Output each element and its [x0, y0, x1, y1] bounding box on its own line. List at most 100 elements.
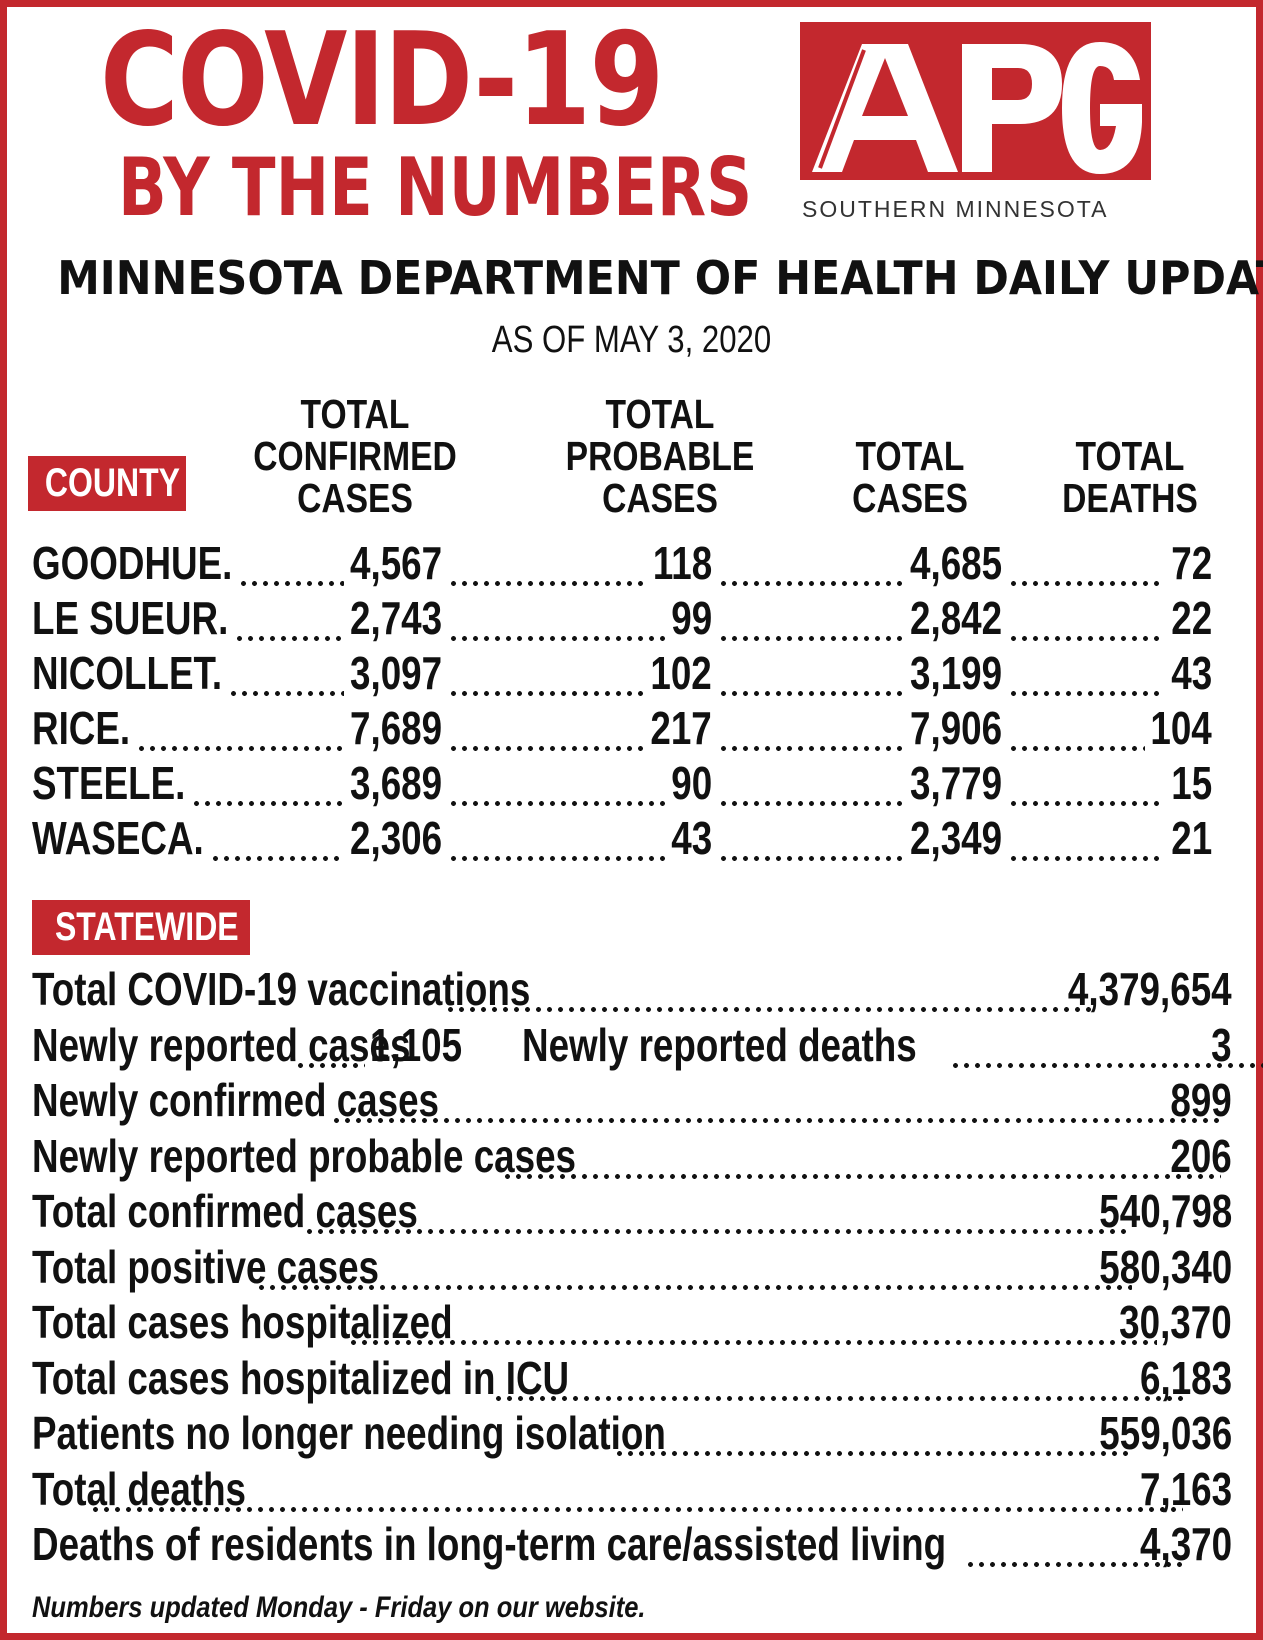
list-item: Deaths of residents in long-term care/as…	[32, 1517, 1232, 1573]
apg-logo-mark	[812, 42, 1142, 174]
stat-value: 30,370	[1119, 1296, 1232, 1349]
stat-value: 899	[1170, 1074, 1232, 1127]
confirmed-value: 4,567	[349, 537, 442, 589]
dot-leader	[1008, 646, 1166, 701]
dot-leader	[295, 1017, 366, 1073]
confirmed-value: 3,689	[349, 757, 442, 809]
dot-leader	[448, 536, 647, 591]
dot-leader	[89, 1461, 1183, 1517]
probable-value: 90	[671, 757, 712, 809]
stat-value: 580,340	[1098, 1240, 1232, 1293]
dot-leader	[448, 701, 645, 756]
table-row: LE SUEUR. 2,743 99 2,842 22	[32, 591, 1212, 646]
dot-leader	[1008, 756, 1166, 811]
list-item: Total confirmed cases 540,798	[32, 1184, 1232, 1240]
statewide-list: Total COVID-19 vaccinations 4,379,654 Ne…	[32, 962, 1263, 1573]
county-name: WASECA.	[32, 812, 204, 864]
probable-value: 43	[671, 812, 712, 864]
dot-leader	[234, 591, 344, 646]
dot-leader	[228, 646, 344, 701]
stat-label: Deaths of residents in long-term care/as…	[32, 1518, 947, 1571]
total-cases-value: 3,199	[909, 647, 1002, 699]
table-row: GOODHUE. 4,567 118 4,685 72	[32, 536, 1212, 591]
total-cases-value: 2,349	[909, 812, 1002, 864]
stat-label: Newly reported cases	[32, 1018, 411, 1071]
title-by-the-numbers: BY THE NUMBERS	[118, 141, 753, 234]
dot-leader	[448, 756, 666, 811]
dot-leader	[1008, 591, 1166, 646]
dot-leader	[614, 1406, 1132, 1462]
dot-leader	[964, 1517, 1183, 1573]
list-item: Total positive cases 580,340	[32, 1239, 1232, 1296]
stat-label: Newly confirmed cases	[32, 1074, 440, 1127]
dot-leader	[718, 811, 904, 866]
dot-leader	[1008, 536, 1166, 591]
stat-value: 206	[1170, 1129, 1232, 1182]
list-item: Total cases hospitalized in ICU 6,183	[32, 1350, 1232, 1407]
dot-leader	[238, 536, 344, 591]
table-row: STEELE. 3,689 90 3,779 15	[32, 756, 1212, 811]
confirmed-value: 2,743	[349, 592, 442, 644]
total-cases-value: 4,685	[909, 537, 1002, 589]
logo-subtitle: SOUTHERN MINNESOTA	[802, 196, 1109, 222]
total-cases-value: 7,906	[909, 702, 1002, 754]
dot-leader	[136, 701, 344, 756]
stat-value: 1,105	[370, 1018, 463, 1071]
county-name: NICOLLET.	[32, 647, 223, 699]
county-table: GOODHUE. 4,567 118 4,685 72 LE SUEUR. 2,…	[32, 536, 1212, 866]
deaths-value: 15	[1171, 757, 1212, 809]
column-header-total-deaths: TOTAL DEATHS	[1062, 433, 1198, 521]
stat-value: 559,036	[1098, 1407, 1232, 1460]
stat-label: Total deaths	[32, 1462, 247, 1515]
list-item: Newly reported probable cases 206	[32, 1128, 1232, 1185]
stat-label: Total cases hospitalized in ICU	[32, 1351, 570, 1404]
dot-leader	[347, 1295, 1158, 1351]
dot-leader	[949, 1017, 1263, 1073]
dot-leader	[493, 1350, 1183, 1406]
deaths-value: 21	[1171, 812, 1212, 864]
dot-leader	[718, 701, 904, 756]
list-item: Total COVID-19 vaccinations 4,379,654	[32, 962, 1232, 1018]
dot-leader	[502, 1128, 1222, 1184]
stat-label: Patients no longer needing isolation	[32, 1407, 666, 1460]
county-name: RICE.	[32, 702, 131, 754]
stat-value: 7,163	[1139, 1462, 1232, 1515]
column-header-total-cases: TOTAL CASES	[852, 433, 968, 521]
table-row: WASECA. 2,306 43 2,349 21	[32, 811, 1212, 866]
dot-leader	[718, 646, 904, 701]
table-row: RICE. 7,689 217 7,906 104	[32, 701, 1212, 756]
dot-leader	[304, 1184, 1132, 1240]
column-header-probable: TOTAL PROBABLE CASES	[565, 391, 755, 521]
total-cases-value: 2,842	[909, 592, 1002, 644]
stat-label: Total confirmed cases	[32, 1185, 418, 1238]
dot-leader	[255, 1239, 1132, 1295]
dot-leader	[448, 811, 666, 866]
stat-value: 4,379,654	[1068, 963, 1232, 1016]
dot-leader	[448, 591, 666, 646]
as-of-date: AS OF MAY 3, 2020	[491, 319, 772, 361]
dot-leader	[209, 811, 344, 866]
stat-value: 540,798	[1098, 1185, 1232, 1238]
apg-logo	[800, 22, 1151, 180]
total-cases-value: 3,779	[909, 757, 1002, 809]
dot-leader	[330, 1073, 1222, 1129]
confirmed-value: 7,689	[349, 702, 442, 754]
stat-value: 6,183	[1139, 1351, 1232, 1404]
deaths-value: 104	[1150, 702, 1212, 754]
probable-value: 99	[671, 592, 712, 644]
dot-leader	[1008, 811, 1166, 866]
stat-label: Newly reported probable cases	[32, 1129, 577, 1182]
dot-leader	[718, 536, 904, 591]
probable-value: 217	[650, 702, 712, 754]
dot-leader	[718, 591, 904, 646]
confirmed-value: 2,306	[349, 812, 442, 864]
deaths-value: 22	[1171, 592, 1212, 644]
dot-leader	[191, 756, 344, 811]
dot-leader	[718, 756, 904, 811]
list-item: Patients no longer needing isolation 559…	[32, 1406, 1232, 1462]
stat-label: Newly reported deaths	[522, 1018, 917, 1071]
confirmed-value: 3,097	[349, 647, 442, 699]
statewide-badge: STATEWIDE	[32, 900, 250, 955]
stat-label: Total cases hospitalized	[32, 1296, 453, 1349]
